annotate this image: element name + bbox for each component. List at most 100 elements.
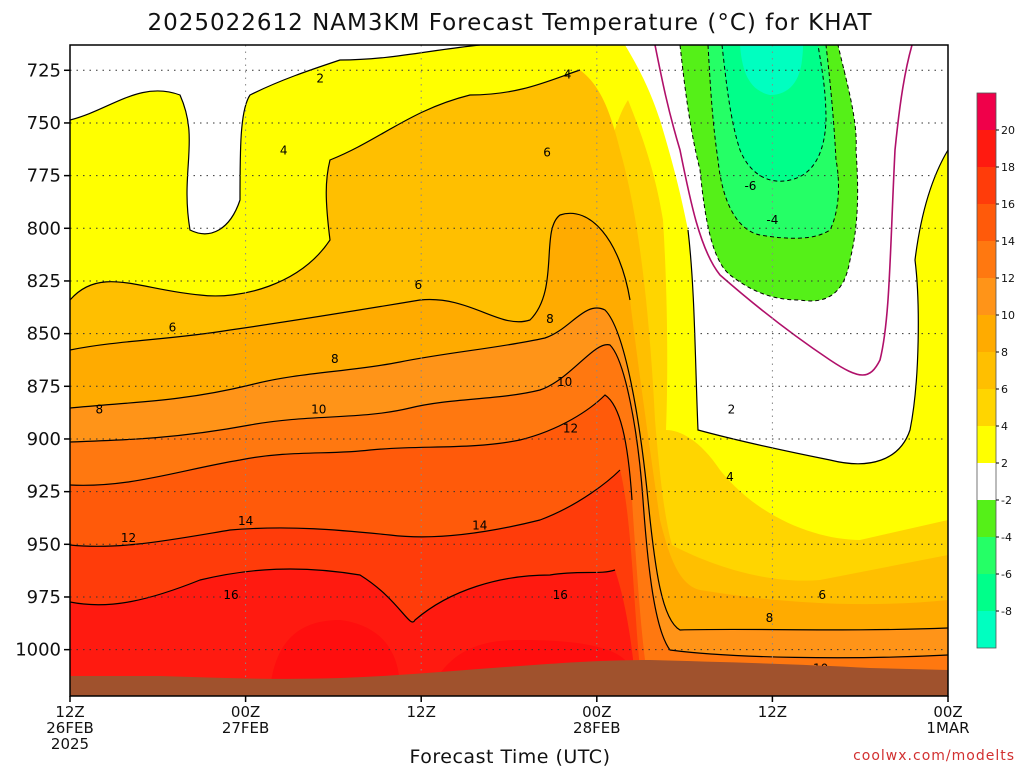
x-tick-label: 26FEB	[46, 719, 93, 737]
colorbar-tick-label: 2	[1001, 457, 1008, 470]
x-axis-label: Forecast Time (UTC)	[410, 746, 611, 768]
contour-line-0	[654, 45, 913, 376]
colorbar-segment	[977, 500, 996, 537]
colorbar-tick-label: 16	[1001, 198, 1015, 211]
y-tick-label: 825	[27, 271, 61, 292]
colorbar-segment	[977, 611, 996, 648]
x-tick-label: 12Z	[758, 703, 787, 721]
credit-text: coolwx.com/modelts	[853, 748, 1015, 764]
contour-label: 4	[726, 470, 734, 484]
contour-line-10	[70, 344, 948, 659]
colorbar-tick-label: 8	[1001, 346, 1008, 359]
colorbar: 20 18 16 14 12 10 8 6 4 2 -2 -4 -6 -8	[976, 92, 1015, 649]
colorbar-tick-label: 14	[1001, 235, 1015, 248]
y-tick-label: 750	[27, 113, 61, 134]
contour-label: -4	[766, 213, 778, 227]
x-tick-label: 12Z	[407, 703, 436, 721]
contour-line-neg2	[679, 45, 859, 302]
contour-label: 14	[472, 518, 487, 532]
contour-label: -6	[744, 179, 756, 193]
contour-label: 16	[553, 588, 568, 602]
colorbar-segment	[977, 93, 996, 130]
x-tick-label: 00Z	[231, 703, 260, 721]
contour-label: 2	[316, 72, 324, 86]
contour-label: 14	[238, 514, 253, 528]
colorbar-tick-label: 20	[1001, 124, 1015, 137]
y-tick-label: 800	[27, 218, 61, 239]
contour-label: 10	[557, 375, 572, 389]
y-tick-label: 925	[27, 482, 61, 503]
contour-label: 12	[563, 421, 578, 435]
colorbar-segment	[977, 241, 996, 278]
contour-label: 8	[331, 352, 339, 366]
colorbar-segment	[977, 389, 996, 426]
contour-label: 6	[543, 145, 551, 159]
colorbar-frame	[976, 92, 997, 649]
colorbar-segment	[977, 204, 996, 241]
contour-line-4	[70, 69, 581, 301]
x-tick-label: 28FEB	[573, 719, 620, 737]
colorbar-segment	[977, 130, 996, 167]
y-tick-label: 850	[27, 324, 61, 345]
plot-frame	[69, 44, 949, 697]
colorbar-segment	[977, 278, 996, 315]
x-tick-label: 2025	[51, 735, 89, 753]
x-tick-label: 1MAR	[926, 719, 969, 737]
contour-line-neg6	[721, 45, 827, 182]
contour-label: 12	[121, 531, 136, 545]
contour-label: 6	[414, 278, 422, 292]
colorbar-tick-label: 18	[1001, 161, 1015, 174]
y-tick-label: 900	[27, 429, 61, 450]
contour-label: 4	[280, 143, 288, 157]
grid-lines	[70, 45, 948, 696]
colorbar-segment	[977, 426, 996, 463]
contour-line-2	[70, 45, 481, 235]
contour-label: 8	[95, 402, 103, 416]
contour-line-8	[70, 307, 948, 631]
band-below-neg8	[740, 45, 803, 95]
contour-label: 4	[564, 67, 572, 81]
contour-line-neg4	[707, 45, 839, 239]
colorbar-tick-label: -2	[1001, 494, 1012, 507]
contour-line-16	[70, 568, 616, 623]
colorbar-segment	[977, 315, 996, 352]
band-below-neg6	[722, 45, 826, 182]
y-tick-label: 1000	[15, 640, 61, 661]
contour-label: 16	[223, 588, 238, 602]
x-tick-label: 00Z	[933, 703, 962, 721]
y-axis: 725 750 775 800 825 850 875 900 925 950 975 1000	[15, 60, 70, 661]
y-tick-label: 875	[27, 376, 61, 397]
contour-label: 6	[169, 320, 177, 334]
colorbar-segment	[977, 537, 996, 574]
colorbar-tick-label: 10	[1001, 309, 1015, 322]
x-tick-label: 00Z	[582, 703, 611, 721]
colorbar-tick-label: 4	[1001, 420, 1008, 433]
colorbar-tick-label: 6	[1001, 383, 1008, 396]
colorbar-tick-label: -8	[1001, 605, 1012, 618]
colorbar-segment	[977, 463, 996, 500]
ground-surface	[70, 660, 948, 696]
x-tick-label: 12Z	[55, 703, 84, 721]
colorbar-segment	[977, 167, 996, 204]
contour-line-6	[70, 212, 631, 351]
colorbar-segment	[977, 574, 996, 611]
contour-label: 2	[728, 402, 736, 416]
y-tick-label: 950	[27, 534, 61, 555]
x-tick-label: 27FEB	[222, 719, 269, 737]
colorbar-tick-label: -6	[1001, 568, 1012, 581]
contour-line-14	[70, 469, 621, 547]
contour-line-12	[70, 394, 633, 501]
colorbar-segment	[977, 352, 996, 389]
contour-label: 10	[311, 402, 326, 416]
y-tick-label: 975	[27, 587, 61, 608]
contour-line-2-east	[687, 149, 948, 465]
y-tick-label: 775	[27, 166, 61, 187]
contour-label: 8	[766, 611, 774, 625]
chart-title: 2025022612 NAM3KM Forecast Temperature (…	[147, 10, 872, 36]
contour-label: 8	[546, 312, 554, 326]
colorbar-tick-label: -4	[1001, 531, 1012, 544]
